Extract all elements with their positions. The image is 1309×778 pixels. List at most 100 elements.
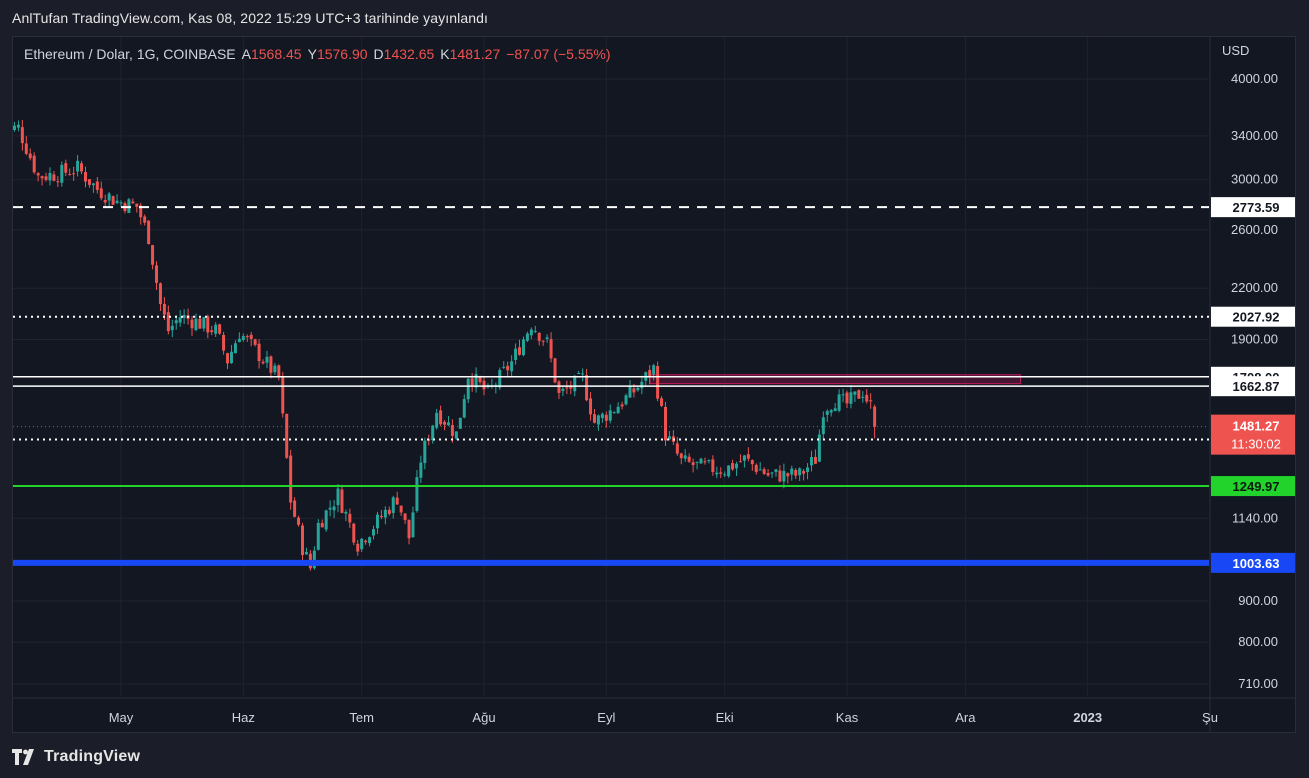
candle-body [458, 417, 462, 429]
candle-body [821, 417, 825, 435]
candle [806, 463, 810, 480]
candle [360, 538, 364, 553]
candle [135, 203, 139, 213]
candle [237, 332, 241, 343]
candle-body [845, 392, 849, 404]
candle-body [155, 265, 159, 283]
candle-body [648, 369, 652, 377]
candle [214, 322, 218, 337]
level-label-box [1211, 476, 1295, 497]
candle [770, 471, 774, 479]
candle [407, 519, 411, 545]
candle-body [616, 406, 620, 414]
candle [111, 195, 115, 205]
candle-body [620, 404, 624, 407]
candle [233, 340, 237, 354]
candle [620, 401, 624, 410]
candle [368, 536, 372, 547]
candle [754, 463, 758, 475]
candle [746, 447, 750, 462]
candle [786, 472, 790, 484]
candle-body [829, 410, 833, 413]
candle-body [798, 468, 802, 476]
candle [241, 333, 245, 342]
candle [158, 282, 162, 311]
candle [95, 177, 99, 194]
candle [166, 305, 170, 335]
candle [699, 457, 703, 464]
candle-body [151, 245, 155, 265]
last-price-box [1211, 414, 1295, 455]
candle-body [226, 353, 230, 364]
candle-body [525, 333, 529, 341]
candle [640, 375, 644, 395]
candle-body [107, 193, 111, 201]
candle-body [770, 472, 774, 474]
candle-body [158, 283, 162, 305]
candle-body [285, 414, 289, 458]
candle [723, 471, 727, 478]
candle [194, 313, 198, 332]
level-price-label: 1249.97 [1211, 476, 1295, 497]
candle-body [514, 348, 518, 360]
candle [691, 458, 695, 473]
high-key: Y [307, 46, 317, 62]
footer: TradingView [12, 744, 140, 770]
candle-body [675, 443, 679, 454]
candle [87, 179, 91, 188]
candle [285, 413, 289, 459]
candle-body [482, 380, 486, 390]
candle [356, 540, 360, 556]
candle [387, 506, 391, 516]
candle [577, 370, 581, 375]
candle-body [857, 390, 861, 399]
candle [557, 380, 561, 400]
candle-body [849, 392, 853, 404]
candle-body [64, 163, 68, 173]
candle [636, 386, 640, 392]
candle [415, 469, 419, 513]
candle-body [596, 415, 600, 425]
candle [589, 392, 593, 421]
publish-info: AnlTufan TradingView.com, Kas 08, 2022 1… [12, 10, 488, 26]
low-key: D [373, 46, 384, 62]
candle-body [415, 477, 419, 511]
candle [821, 411, 825, 440]
candle [778, 465, 782, 483]
price-chart[interactable]: 4000.00 3400.00 3000.00 2600.00 2200.00 1900.… [13, 37, 1296, 733]
candle [596, 414, 600, 431]
level-price-label: 1003.63 [1211, 552, 1295, 573]
candle-body [80, 163, 84, 172]
candle-body [170, 325, 174, 331]
candle [502, 361, 506, 370]
candle-body [328, 507, 332, 510]
candle-body [28, 153, 32, 159]
candle [679, 452, 683, 465]
candle-body [727, 465, 731, 477]
candle-body [446, 422, 450, 426]
candle-body [723, 474, 727, 476]
candle-body [565, 387, 569, 389]
candle [628, 380, 632, 399]
close-key: K [440, 46, 450, 62]
symbol-label: Ethereum / Dolar, 1G, COINBASE [24, 46, 236, 62]
candle [403, 513, 407, 524]
candle-body [589, 398, 593, 415]
candle-body [52, 174, 56, 181]
candle [731, 459, 735, 471]
candle [423, 437, 427, 470]
countdown-text: 11:30:02 [1231, 437, 1281, 452]
candle [364, 539, 368, 545]
candle [537, 332, 541, 346]
candle-body [640, 381, 644, 389]
chart-frame[interactable]: 4000.00 3400.00 3000.00 2600.00 2200.00 1900.… [12, 36, 1296, 733]
candle-body [632, 388, 636, 393]
candle [139, 202, 143, 225]
candle-body [431, 425, 435, 441]
ohlc-legend: Ethereum / Dolar, 1G, COINBASE A1568.45 Y1… [24, 46, 611, 62]
candle-body [608, 410, 612, 421]
candle-body [561, 388, 565, 391]
candle-body [802, 470, 806, 474]
candle-body [13, 125, 16, 130]
candle-body [103, 200, 107, 203]
